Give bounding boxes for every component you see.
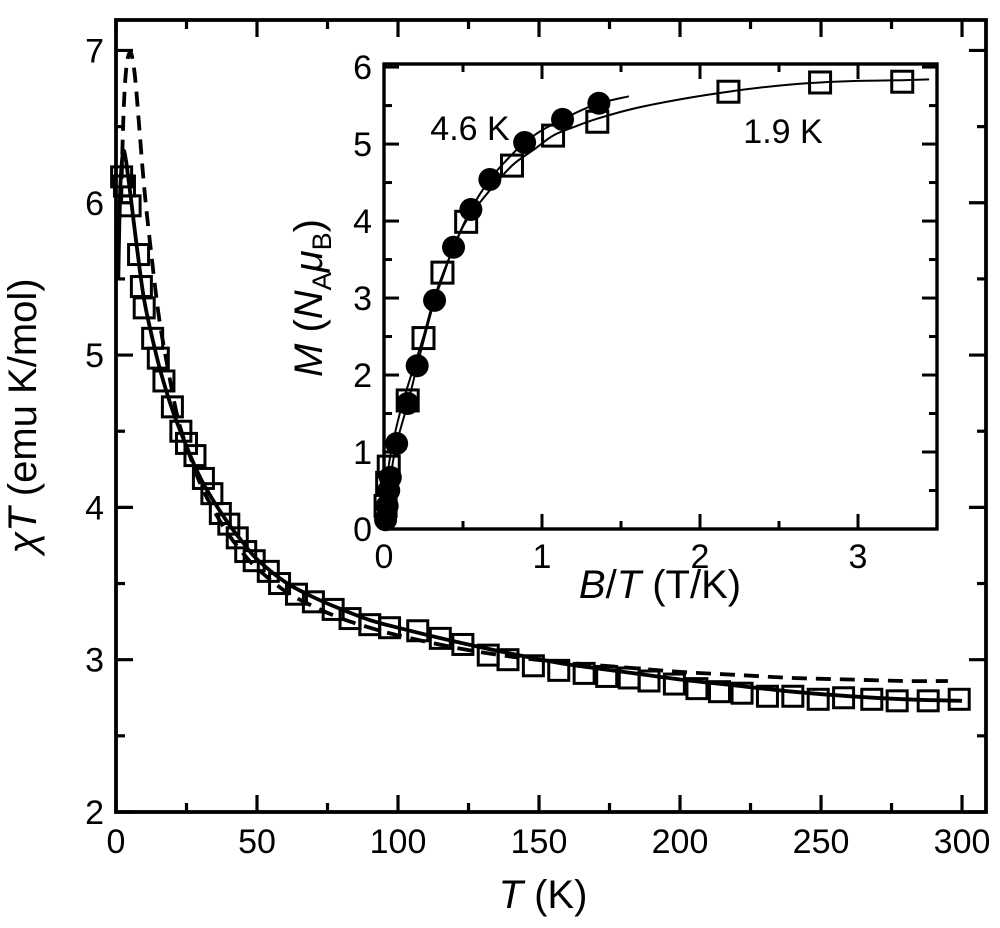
main-open-square-marker <box>595 664 619 688</box>
main-open-square-marker <box>284 582 308 606</box>
main-fit-line-dashed <box>119 50 948 684</box>
inset-y-tick-label: 0 <box>353 511 372 549</box>
annotation-4-6K: 4.6 K <box>430 110 510 148</box>
inset-y-tick-label: 3 <box>353 280 372 318</box>
main-open-square-marker <box>428 626 452 650</box>
inset-y-axis-label: M (NAμB) <box>287 219 337 377</box>
inset-filled-circle-marker <box>442 235 466 259</box>
inset-open-square-marker <box>499 153 524 178</box>
inset-open-square-marker <box>890 69 915 94</box>
main-open-square-marker <box>127 243 151 267</box>
main-open-square-marker <box>916 689 940 713</box>
main-open-square-marker <box>781 684 805 708</box>
inset-filled-circle-marker <box>405 354 429 378</box>
inset-open-square-marker <box>585 109 610 134</box>
main-y-tick-label: 4 <box>85 489 104 527</box>
main-open-square-marker <box>806 687 830 711</box>
main-open-square-marker <box>152 369 176 393</box>
main-x-tick-label: 150 <box>511 823 568 861</box>
inset-y-tick-label: 6 <box>353 49 372 87</box>
inset-y-tick-label: 4 <box>353 203 372 241</box>
main-y-tick-label: 7 <box>85 32 104 70</box>
inset-open-square-marker <box>541 123 566 148</box>
main-y-tick-label: 3 <box>85 642 104 680</box>
main-open-square-marker <box>860 687 884 711</box>
inset-open-square-marker <box>373 493 398 518</box>
inset-x-tick-label: 1 <box>533 538 552 576</box>
inset-x-tick-label: 3 <box>849 538 868 576</box>
main-open-square-marker <box>132 296 156 320</box>
inset-plot: 0 1 2 3 0 1 2 3 4 5 6 <box>353 49 939 576</box>
main-open-square-marker <box>708 680 732 704</box>
inset-open-square-marker <box>430 260 455 285</box>
main-open-square-marker <box>755 684 779 708</box>
inset-x-tick-label: 0 <box>375 538 394 576</box>
inset-open-square-marker <box>454 209 479 234</box>
inset-open-square-marker <box>411 326 436 351</box>
inset-filled-circle-marker <box>385 432 409 456</box>
main-open-square-marker <box>217 512 241 536</box>
main-open-square-marker <box>406 619 430 643</box>
inset-y-tick-label: 5 <box>353 126 372 164</box>
main-y-axis-label: χT (emu K/mol) <box>1 278 45 556</box>
main-open-square-marker <box>451 632 475 656</box>
inset-open-square-marker <box>808 70 833 95</box>
main-open-square-marker <box>572 661 596 685</box>
inset-filled-circle-marker <box>459 198 483 222</box>
main-x-tick-label: 300 <box>934 823 991 861</box>
inset-open-square-marker <box>376 454 401 479</box>
main-open-square-marker <box>225 526 249 550</box>
annotation-1-9K: 1.9 K <box>743 113 823 151</box>
main-y-tick-label: 2 <box>85 794 104 832</box>
main-open-square-marker <box>947 687 971 711</box>
inset-filled-circle-marker <box>513 131 537 155</box>
main-y-tick-label: 5 <box>85 337 104 375</box>
inset-filled-circle-marker <box>587 91 611 115</box>
inset-y-tick-label: 1 <box>353 434 372 472</box>
inset-y-tick-label: 2 <box>353 357 372 395</box>
main-open-square-marker <box>662 672 686 696</box>
inset-open-square-marker <box>375 470 400 495</box>
main-x-tick-label: 200 <box>652 823 709 861</box>
main-open-square-marker <box>685 677 709 701</box>
inset-open-square-marker <box>395 388 420 413</box>
main-open-square-marker <box>637 669 661 693</box>
main-open-square-marker <box>378 616 402 640</box>
inset-x-tick-label: 2 <box>691 538 710 576</box>
inset-filled-circle-marker <box>423 288 447 312</box>
main-open-square-marker <box>146 346 170 370</box>
main-x-tick-label: 100 <box>370 823 427 861</box>
main-open-square-marker <box>160 395 184 419</box>
inset-frame <box>382 62 939 531</box>
main-open-square-marker <box>547 658 571 682</box>
main-open-square-marker <box>118 194 142 218</box>
main-open-square-marker <box>521 654 545 678</box>
inset-open-square-marker <box>716 79 741 104</box>
main-frame <box>114 18 988 814</box>
main-open-square-marker <box>183 444 207 468</box>
main-open-square-marker <box>175 431 199 455</box>
main-open-square-marker <box>730 681 754 705</box>
main-open-square-marker <box>832 686 856 710</box>
main-x-tick-label: 250 <box>793 823 850 861</box>
main-x-tick-label: 50 <box>238 823 276 861</box>
inset-filled-circle-marker <box>478 167 502 191</box>
main-open-square-marker <box>191 466 215 490</box>
main-open-square-marker <box>496 648 520 672</box>
main-open-square-marker <box>169 419 193 443</box>
main-x-axis-label: T (K) <box>499 873 588 917</box>
inset-filled-circle-marker <box>396 392 420 416</box>
main-y-tick-label: 6 <box>85 185 104 223</box>
inset-x-axis-label: B/T (T/K) <box>579 563 741 607</box>
main-x-tick-label: 0 <box>107 823 126 861</box>
main-open-square-marker <box>885 689 909 713</box>
